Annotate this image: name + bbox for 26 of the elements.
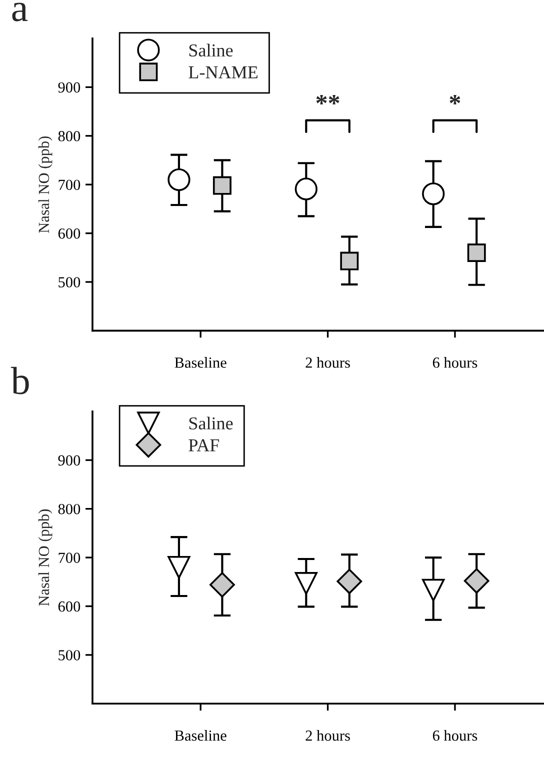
x-tick-label: 2 hours [306, 730, 350, 741]
y-tick-label: 800 [58, 131, 80, 142]
y-tick-label: 600 [58, 228, 80, 239]
x-tick-label: Baseline [174, 357, 226, 368]
annotation: * [450, 94, 460, 104]
legend-label: PAF [188, 439, 219, 452]
y-tick-label: 900 [58, 82, 80, 93]
y-tick-label: 800 [58, 504, 80, 514]
y-tick-label: 500 [58, 650, 80, 660]
x-tick-label: 2 hours [306, 357, 350, 368]
legend-label: Saline [189, 416, 233, 430]
chart-title: a [12, 2, 28, 22]
y-tick-label: 900 [58, 455, 80, 466]
x-tick-label: 6 hours [432, 730, 478, 741]
y-tick-label: 700 [58, 180, 80, 190]
legend-label: L-NAME [188, 66, 258, 78]
y-tick-label: 600 [58, 601, 80, 612]
y-axis-title: Nasal NO (ppb) [38, 509, 52, 606]
y-tick-label: 500 [58, 277, 80, 288]
chart-title: b [10, 366, 29, 394]
annotation: ** [316, 94, 340, 104]
y-tick-label: 700 [58, 552, 80, 563]
legend-label: Saline [189, 44, 233, 57]
y-axis-title: Nasal NO (ppb) [38, 136, 52, 233]
x-tick-label: 6 hours [432, 357, 478, 368]
x-tick-label: Baseline [174, 730, 226, 741]
